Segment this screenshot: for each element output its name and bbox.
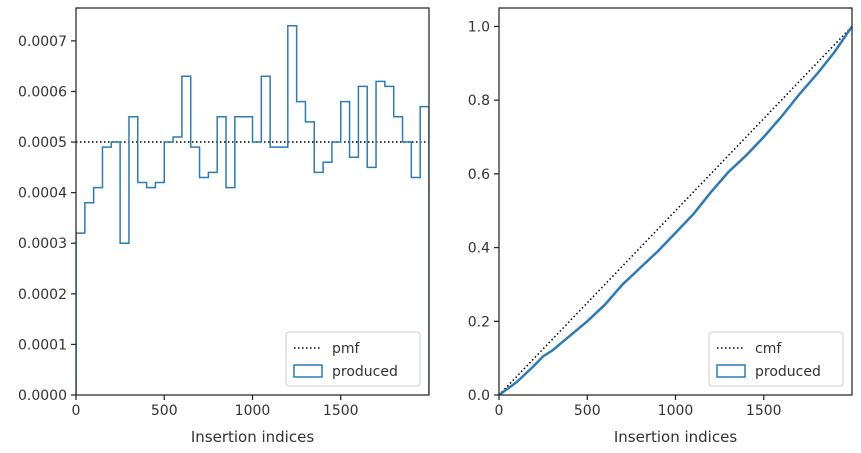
- y-tick-label: 0.0007: [18, 34, 67, 50]
- y-tick-label: 0.0003: [18, 236, 67, 252]
- x-axis-label: Insertion indices: [191, 428, 314, 446]
- y-tick-label: 0.6: [468, 167, 490, 183]
- legend-box: [285, 331, 421, 387]
- x-tick-label: 1000: [658, 403, 694, 419]
- y-tick-label: 0.8: [468, 93, 490, 109]
- plot-area: [499, 25, 852, 395]
- x-axis-label: Insertion indices: [614, 428, 737, 446]
- plot-area: [76, 24, 429, 395]
- y-tick-label: 0.0001: [18, 337, 67, 353]
- y-tick-label: 0.4: [468, 241, 490, 257]
- legend-label-cmf: cmf: [755, 341, 782, 357]
- legend-box: [708, 331, 844, 387]
- legend-label-produced: produced: [755, 364, 821, 380]
- x-tick-label: 1500: [746, 403, 782, 419]
- legend-swatch-produced: [293, 364, 323, 378]
- y-tick-label: 0.0002: [18, 287, 67, 303]
- y-tick-label: 0.0005: [18, 135, 67, 151]
- x-tick-label: 0: [72, 403, 81, 419]
- x-tick-label: 500: [574, 403, 601, 419]
- y-tick-label: 0.0004: [18, 186, 67, 202]
- series-produced: [499, 25, 852, 395]
- series-cmf: [499, 25, 852, 395]
- x-tick-label: 500: [151, 403, 178, 419]
- legend: pmf produced: [285, 331, 421, 387]
- legend-swatch-produced: [716, 364, 746, 378]
- pmf-panel: 0 500 1000 1500 0.0000 0.0001 0.0002 0.0003 0.00…: [18, 7, 430, 446]
- y-tick-label: 1.0: [468, 19, 490, 35]
- y-tick-label: 0.2: [468, 314, 490, 330]
- legend: cmf produced: [708, 331, 844, 387]
- x-tick-label: 1500: [323, 403, 359, 419]
- x-tick-label: 1000: [235, 403, 271, 419]
- x-tick-label: 0: [495, 403, 504, 419]
- y-tick-label: 0.0006: [18, 84, 67, 100]
- y-tick-label: 0.0: [468, 388, 490, 404]
- legend-label-produced: produced: [332, 364, 398, 380]
- cmf-panel: 0 500 1000 1500 0.0 0.2 0.4 0.6 0.8 1.0 Insertion …: [468, 7, 853, 446]
- legend-label-pmf: pmf: [332, 341, 361, 357]
- series-produced: [76, 24, 429, 395]
- y-tick-label: 0.0000: [18, 388, 67, 404]
